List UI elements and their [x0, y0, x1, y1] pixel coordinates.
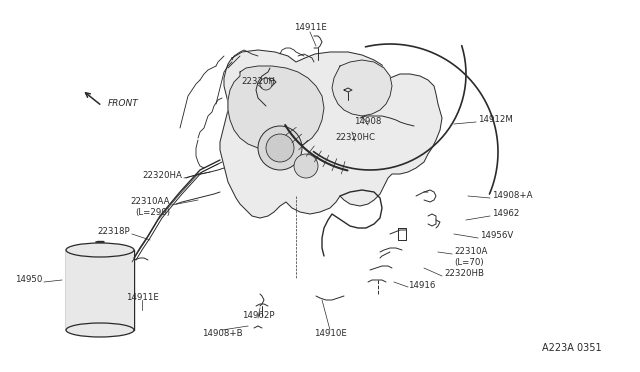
Text: 14908+A: 14908+A [492, 192, 532, 201]
Polygon shape [220, 50, 442, 218]
Bar [66, 250, 134, 330]
Ellipse shape [66, 243, 134, 257]
Text: 14962P: 14962P [242, 311, 275, 321]
Circle shape [294, 154, 318, 178]
Polygon shape [332, 60, 392, 116]
Text: 22310AA: 22310AA [131, 198, 170, 206]
Text: A223A 0351: A223A 0351 [542, 343, 602, 353]
Text: 14956V: 14956V [480, 231, 513, 241]
Circle shape [266, 134, 294, 162]
Polygon shape [228, 66, 324, 150]
Text: 22320H: 22320H [241, 77, 275, 87]
Text: 14908: 14908 [355, 118, 381, 126]
Text: 14910E: 14910E [314, 328, 346, 337]
Text: 22310A: 22310A [454, 247, 488, 257]
Text: 22320HB: 22320HB [444, 269, 484, 279]
Text: FRONT: FRONT [108, 99, 139, 108]
Text: 14950: 14950 [15, 276, 42, 285]
Circle shape [258, 126, 302, 170]
Text: 14916: 14916 [408, 280, 435, 289]
Text: 22320HC: 22320HC [335, 134, 375, 142]
Text: 14962: 14962 [492, 209, 520, 218]
Circle shape [260, 78, 272, 90]
Text: 22318P: 22318P [97, 228, 130, 237]
Text: 14911E: 14911E [294, 23, 326, 32]
Text: 22320HA: 22320HA [142, 171, 182, 180]
Text: (L=290): (L=290) [135, 208, 170, 218]
Text: 14908+B: 14908+B [202, 328, 243, 337]
Text: 14911E: 14911E [125, 294, 159, 302]
Text: (L=70): (L=70) [454, 259, 484, 267]
Ellipse shape [66, 323, 134, 337]
Text: 14912M: 14912M [478, 115, 513, 125]
